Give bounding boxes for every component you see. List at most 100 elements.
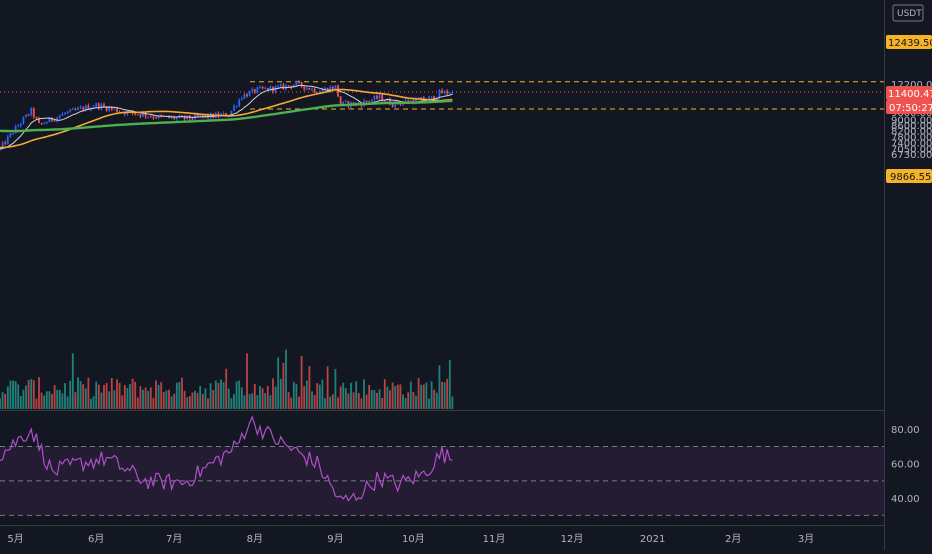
candle[interactable] bbox=[344, 99, 347, 103]
candle[interactable] bbox=[259, 85, 261, 89]
candle[interactable] bbox=[331, 85, 334, 90]
candle[interactable] bbox=[110, 105, 113, 112]
candle[interactable] bbox=[443, 89, 446, 95]
candle[interactable] bbox=[298, 79, 300, 84]
candle[interactable] bbox=[152, 115, 155, 121]
candle[interactable] bbox=[308, 87, 311, 90]
candle[interactable] bbox=[420, 96, 423, 99]
candle[interactable] bbox=[95, 102, 98, 108]
candle[interactable] bbox=[30, 107, 33, 117]
candle[interactable] bbox=[246, 92, 248, 98]
candle[interactable] bbox=[32, 107, 35, 120]
volume-bar bbox=[438, 365, 441, 409]
candle[interactable] bbox=[243, 92, 246, 100]
candle[interactable] bbox=[446, 89, 449, 96]
candle[interactable] bbox=[451, 90, 454, 95]
candle[interactable] bbox=[295, 80, 298, 87]
rsi-line[interactable] bbox=[0, 415, 453, 502]
candle[interactable] bbox=[261, 85, 264, 90]
rsi-tick-label: 40.00 bbox=[891, 494, 920, 505]
candle[interactable] bbox=[157, 114, 160, 120]
candle[interactable] bbox=[277, 84, 280, 89]
candle[interactable] bbox=[253, 88, 256, 95]
candle-body bbox=[420, 97, 423, 99]
candle[interactable] bbox=[56, 116, 59, 123]
candle[interactable] bbox=[305, 85, 308, 91]
candle[interactable] bbox=[183, 115, 186, 122]
volume-bar bbox=[334, 368, 337, 409]
candle[interactable] bbox=[12, 132, 14, 136]
candle[interactable] bbox=[58, 114, 61, 120]
time-axis[interactable]: 5月 6月 7月 8月 9月 10月 11月 12月 2021 2月 3月 bbox=[7, 533, 814, 545]
candle[interactable] bbox=[240, 96, 243, 101]
candle[interactable] bbox=[25, 114, 27, 118]
candle[interactable] bbox=[43, 121, 46, 125]
candle[interactable] bbox=[4, 140, 7, 146]
candle[interactable] bbox=[40, 122, 43, 125]
candle[interactable] bbox=[313, 88, 316, 94]
candle[interactable] bbox=[27, 113, 30, 116]
candle[interactable] bbox=[35, 116, 38, 120]
candle[interactable] bbox=[303, 86, 306, 92]
candle[interactable] bbox=[64, 112, 66, 116]
candle[interactable] bbox=[251, 87, 254, 94]
candle[interactable] bbox=[87, 103, 90, 110]
candle[interactable] bbox=[66, 111, 69, 115]
candle[interactable] bbox=[238, 98, 241, 108]
candle[interactable] bbox=[79, 105, 82, 110]
volume-bar bbox=[448, 360, 451, 409]
candle[interactable] bbox=[48, 116, 51, 123]
candle[interactable] bbox=[173, 115, 176, 120]
candle[interactable] bbox=[282, 82, 285, 90]
currency-badge-box[interactable] bbox=[892, 4, 924, 22]
candle[interactable] bbox=[92, 104, 95, 109]
volume-bar bbox=[240, 387, 243, 409]
candle[interactable] bbox=[430, 96, 433, 99]
candle[interactable] bbox=[321, 87, 324, 92]
candle[interactable] bbox=[365, 100, 368, 103]
candle[interactable] bbox=[233, 104, 235, 112]
candle[interactable] bbox=[134, 113, 137, 116]
candle[interactable] bbox=[428, 95, 430, 100]
candle[interactable] bbox=[155, 116, 157, 119]
candle[interactable] bbox=[147, 116, 150, 119]
candle[interactable] bbox=[38, 116, 40, 124]
candle[interactable] bbox=[45, 121, 48, 125]
ma-slow-line[interactable] bbox=[0, 99, 453, 133]
candle[interactable] bbox=[373, 95, 376, 101]
candle[interactable] bbox=[441, 88, 443, 94]
candle[interactable] bbox=[74, 107, 77, 111]
candle[interactable] bbox=[256, 86, 259, 94]
currency-badge[interactable]: USDT bbox=[892, 4, 924, 22]
candle[interactable] bbox=[97, 102, 100, 111]
candle[interactable] bbox=[19, 122, 22, 128]
candle[interactable] bbox=[300, 81, 303, 89]
candle[interactable] bbox=[339, 96, 342, 105]
candle[interactable] bbox=[448, 91, 451, 95]
candle[interactable] bbox=[69, 108, 72, 113]
candle[interactable] bbox=[84, 104, 87, 112]
candle[interactable] bbox=[264, 86, 267, 90]
candle[interactable] bbox=[53, 119, 56, 122]
candle[interactable] bbox=[248, 90, 251, 97]
candle[interactable] bbox=[77, 106, 79, 111]
candle[interactable] bbox=[113, 108, 116, 111]
candle[interactable] bbox=[71, 107, 74, 110]
candle[interactable] bbox=[376, 94, 378, 100]
candle[interactable] bbox=[136, 114, 139, 116]
candle[interactable] bbox=[103, 102, 105, 108]
candle[interactable] bbox=[279, 83, 282, 88]
candle[interactable] bbox=[9, 132, 12, 138]
candle[interactable] bbox=[139, 114, 142, 119]
candle[interactable] bbox=[61, 112, 64, 116]
candle[interactable] bbox=[381, 93, 384, 103]
rsi-pane[interactable] bbox=[0, 415, 884, 516]
candle[interactable] bbox=[17, 123, 20, 128]
candle[interactable] bbox=[22, 116, 25, 125]
candle[interactable] bbox=[311, 87, 313, 92]
candle[interactable] bbox=[235, 105, 238, 109]
volume-bar bbox=[64, 383, 66, 409]
candle[interactable] bbox=[6, 134, 9, 145]
